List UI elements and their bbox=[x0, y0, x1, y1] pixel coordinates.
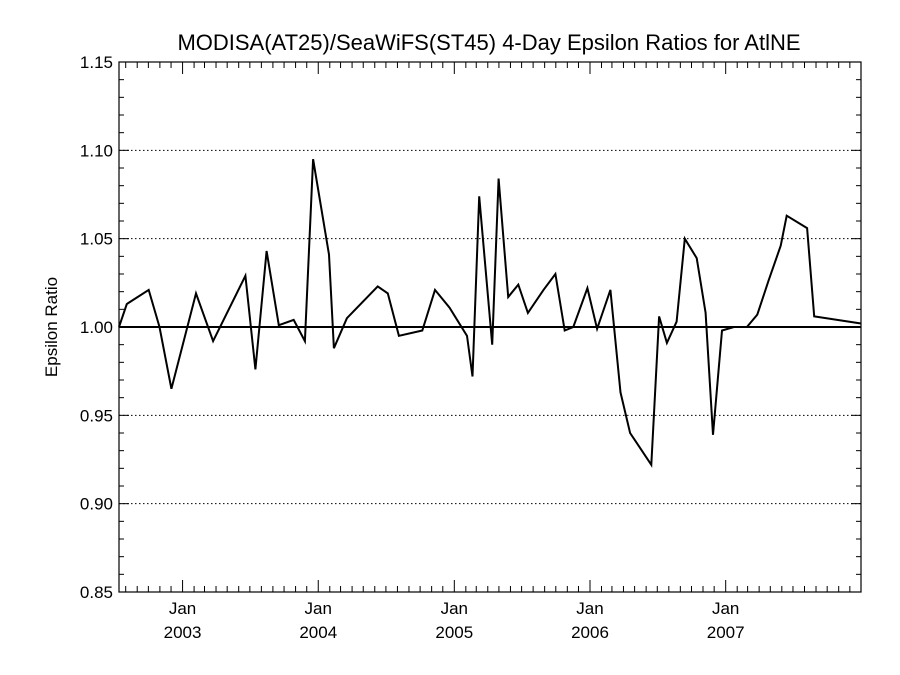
y-tick-label: 1.15 bbox=[80, 53, 113, 72]
x-tick-year-label: 2005 bbox=[435, 623, 473, 642]
x-tick-month-label: Jan bbox=[441, 599, 468, 618]
plot-frame bbox=[118, 61, 862, 593]
x-tick-month-label: Jan bbox=[305, 599, 332, 618]
y-tick-label: 1.10 bbox=[80, 141, 113, 160]
series-line bbox=[118, 159, 862, 468]
y-axis-label: Epsilon Ratio bbox=[42, 277, 61, 377]
x-axis-ticks: Jan 2003 Jan 2004 Jan 2005 Jan 2006 Jan 2007 bbox=[125, 62, 851, 642]
chart-title: MODISA(AT25)/SeaWiFS(ST45) 4-Day Epsilon… bbox=[177, 30, 800, 55]
y-tick-label: 0.85 bbox=[80, 583, 113, 602]
y-axis-ticks: 0.85 0.90 0.95 1.00 1.05 1.10 1.15 bbox=[80, 53, 861, 602]
x-tick-year-label: 2004 bbox=[299, 623, 337, 642]
x-tick-year-label: 2003 bbox=[164, 623, 202, 642]
x-tick-month-label: Jan bbox=[576, 599, 603, 618]
series-group bbox=[118, 159, 862, 468]
y-tick-label: 0.95 bbox=[80, 406, 113, 425]
y-tick-label: 0.90 bbox=[80, 495, 113, 514]
x-tick-year-label: 2007 bbox=[707, 623, 745, 642]
x-tick-month-label: Jan bbox=[169, 599, 196, 618]
y-tick-label: 1.00 bbox=[80, 318, 113, 337]
y-tick-label: 1.05 bbox=[80, 230, 113, 249]
x-tick-month-label: Jan bbox=[712, 599, 739, 618]
x-tick-year-label: 2006 bbox=[571, 623, 609, 642]
